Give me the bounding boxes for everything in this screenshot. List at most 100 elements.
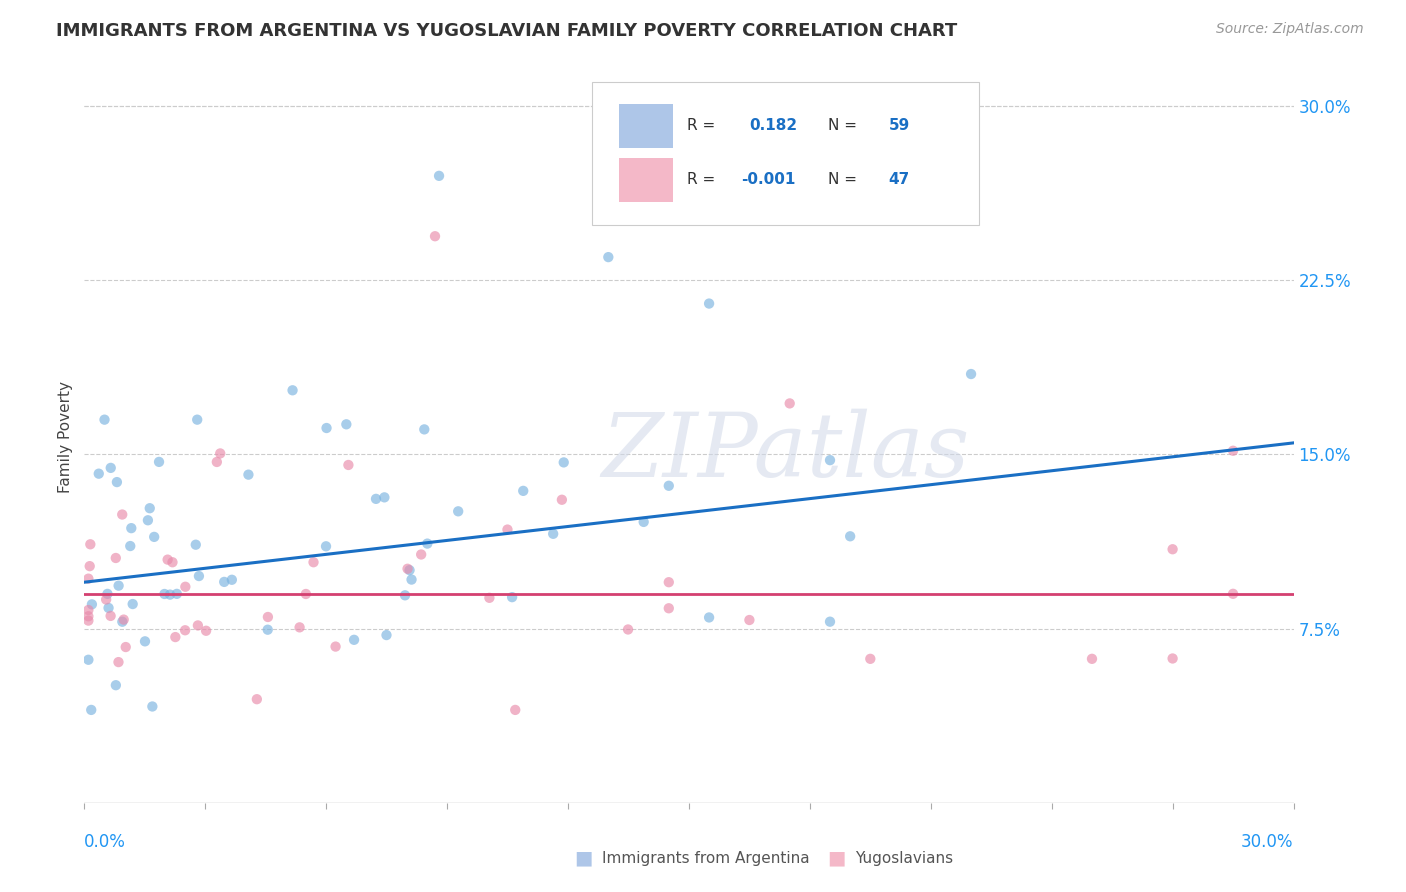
Point bbox=[136, 513, 159, 527]
Point bbox=[658, 575, 681, 590]
Point bbox=[541, 526, 564, 541]
Point bbox=[77, 603, 100, 617]
Point bbox=[416, 536, 439, 550]
Text: ■: ■ bbox=[574, 848, 593, 868]
Point bbox=[398, 563, 420, 577]
Point bbox=[779, 396, 801, 410]
Point bbox=[859, 652, 882, 666]
Point bbox=[295, 587, 318, 601]
Point bbox=[697, 610, 720, 624]
Point bbox=[221, 573, 243, 587]
Point bbox=[839, 529, 862, 543]
Point bbox=[335, 417, 357, 432]
Point bbox=[77, 609, 100, 624]
Text: ZIPatlas: ZIPatlas bbox=[602, 409, 970, 495]
Point bbox=[156, 552, 179, 566]
Point bbox=[373, 491, 395, 505]
Point bbox=[302, 555, 325, 569]
Point bbox=[165, 630, 187, 644]
Point bbox=[246, 692, 269, 706]
Point bbox=[1081, 652, 1104, 666]
Point bbox=[77, 653, 100, 667]
Point bbox=[100, 461, 122, 475]
Text: 59: 59 bbox=[889, 118, 910, 133]
Point bbox=[153, 587, 176, 601]
Point bbox=[396, 562, 419, 576]
Point bbox=[141, 699, 163, 714]
Text: R =: R = bbox=[686, 118, 714, 133]
Point bbox=[96, 587, 118, 601]
Point bbox=[818, 453, 841, 467]
Point bbox=[633, 515, 655, 529]
Point bbox=[77, 572, 100, 586]
Text: IMMIGRANTS FROM ARGENTINA VS YUGOSLAVIAN FAMILY POVERTY CORRELATION CHART: IMMIGRANTS FROM ARGENTINA VS YUGOSLAVIAN… bbox=[56, 22, 957, 40]
Text: R =: R = bbox=[686, 172, 714, 187]
Point bbox=[94, 592, 117, 607]
Point bbox=[288, 620, 311, 634]
Point bbox=[134, 634, 156, 648]
Point bbox=[738, 613, 761, 627]
Text: 47: 47 bbox=[889, 172, 910, 187]
Point bbox=[80, 598, 103, 612]
Point bbox=[148, 455, 170, 469]
Point bbox=[93, 412, 115, 426]
Point bbox=[107, 579, 129, 593]
Point bbox=[1161, 542, 1184, 557]
Point bbox=[166, 587, 188, 601]
Point bbox=[187, 569, 209, 583]
Point bbox=[501, 590, 523, 604]
Point bbox=[337, 458, 360, 472]
Point bbox=[184, 538, 207, 552]
Point bbox=[120, 521, 142, 535]
Point bbox=[343, 632, 366, 647]
Text: -0.001: -0.001 bbox=[741, 172, 796, 187]
Point bbox=[105, 475, 128, 489]
Point bbox=[617, 623, 640, 637]
Point bbox=[111, 615, 134, 629]
Point bbox=[401, 573, 423, 587]
Point bbox=[423, 229, 446, 244]
Point bbox=[1161, 651, 1184, 665]
Point bbox=[97, 601, 120, 615]
Point bbox=[104, 678, 127, 692]
Point bbox=[143, 530, 166, 544]
Point bbox=[658, 479, 681, 493]
Point bbox=[375, 628, 398, 642]
Point bbox=[112, 613, 135, 627]
Point bbox=[1222, 587, 1244, 601]
Point bbox=[512, 483, 534, 498]
Point bbox=[209, 446, 232, 460]
Point bbox=[79, 559, 101, 574]
Point bbox=[364, 491, 387, 506]
Text: Source: ZipAtlas.com: Source: ZipAtlas.com bbox=[1216, 22, 1364, 37]
Point bbox=[186, 412, 208, 426]
Point bbox=[100, 608, 122, 623]
Point bbox=[503, 703, 526, 717]
Point bbox=[553, 455, 575, 469]
Point bbox=[960, 367, 983, 381]
Point bbox=[238, 467, 260, 482]
Point bbox=[174, 580, 197, 594]
Point bbox=[257, 610, 280, 624]
Point bbox=[195, 624, 218, 638]
Point bbox=[496, 523, 519, 537]
Point bbox=[315, 539, 337, 553]
Point bbox=[107, 655, 129, 669]
Point bbox=[447, 504, 470, 518]
Point bbox=[281, 384, 304, 398]
Point bbox=[104, 551, 127, 566]
Text: Immigrants from Argentina: Immigrants from Argentina bbox=[602, 851, 810, 865]
Point bbox=[87, 467, 110, 481]
Point bbox=[114, 640, 136, 654]
Point bbox=[697, 296, 720, 310]
Point bbox=[205, 455, 228, 469]
Point bbox=[212, 574, 235, 589]
Text: 0.182: 0.182 bbox=[749, 118, 797, 133]
Point bbox=[478, 591, 501, 605]
Point bbox=[818, 615, 841, 629]
Text: 0.0%: 0.0% bbox=[84, 833, 127, 851]
Point bbox=[80, 703, 103, 717]
Point bbox=[187, 618, 209, 632]
Point bbox=[411, 548, 433, 562]
Point bbox=[111, 508, 134, 522]
